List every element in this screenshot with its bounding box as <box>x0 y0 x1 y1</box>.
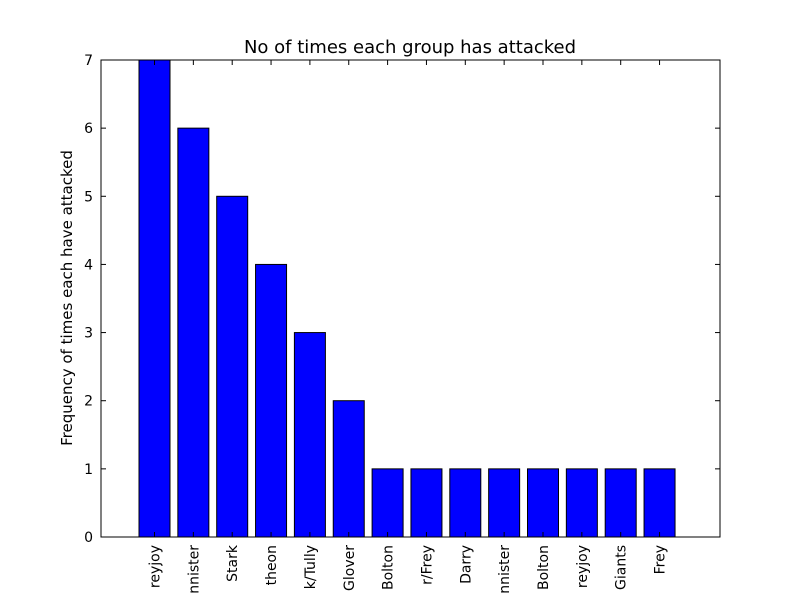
x-tick-labels: reyjoy nnister Stark theon k/Tully Glover Bolt… <box>148 544 669 594</box>
x-tick-label: Frey <box>653 545 669 574</box>
bar <box>216 195 249 538</box>
bar <box>604 468 637 538</box>
y-tick-label: 3 <box>84 326 93 342</box>
x-tick-label: theon <box>264 545 280 585</box>
x-tick-label: Giants <box>614 545 630 590</box>
plot-frame <box>100 59 721 538</box>
bar <box>371 468 404 538</box>
chart-title: No of times each group has attacked <box>244 37 576 58</box>
bar <box>643 468 676 538</box>
bar <box>177 127 210 538</box>
bars-layer <box>138 59 676 538</box>
bar <box>293 332 326 538</box>
y-tick-label: 6 <box>84 121 93 137</box>
bar <box>565 468 598 538</box>
x-tick-label: Stark <box>225 544 241 582</box>
y-tick-label: 2 <box>84 394 93 410</box>
x-tick-label: reyjoy <box>148 545 164 588</box>
x-tick-label: Glover <box>342 545 358 591</box>
x-tick-label: k/Tully <box>303 545 319 589</box>
bar <box>488 468 521 538</box>
bar <box>527 468 559 538</box>
x-tick-label: reyjoy <box>575 545 591 588</box>
y-axis-label: Frequency of times each have attacked <box>58 150 76 446</box>
x-tick-label: Darry <box>458 545 474 584</box>
x-tick-label: r/Frey <box>419 545 435 585</box>
bar <box>138 59 171 538</box>
y-tick-label: 0 <box>84 530 93 546</box>
bar <box>255 263 288 538</box>
x-tick-label: Bolton <box>381 545 397 590</box>
y-tick-label: 1 <box>84 462 93 478</box>
bar <box>332 400 365 538</box>
bar <box>449 468 482 538</box>
bar <box>410 468 443 538</box>
y-tick-label: 7 <box>84 53 93 69</box>
y-tick-label: 5 <box>84 189 93 205</box>
y-tick-label: 4 <box>84 257 93 273</box>
x-tick-label: nnister <box>497 545 513 594</box>
x-tick-label: nnister <box>186 545 202 594</box>
ticks-layer: 0 1 2 3 4 5 6 7 <box>84 53 720 546</box>
x-tick-label: Bolton <box>536 545 552 590</box>
